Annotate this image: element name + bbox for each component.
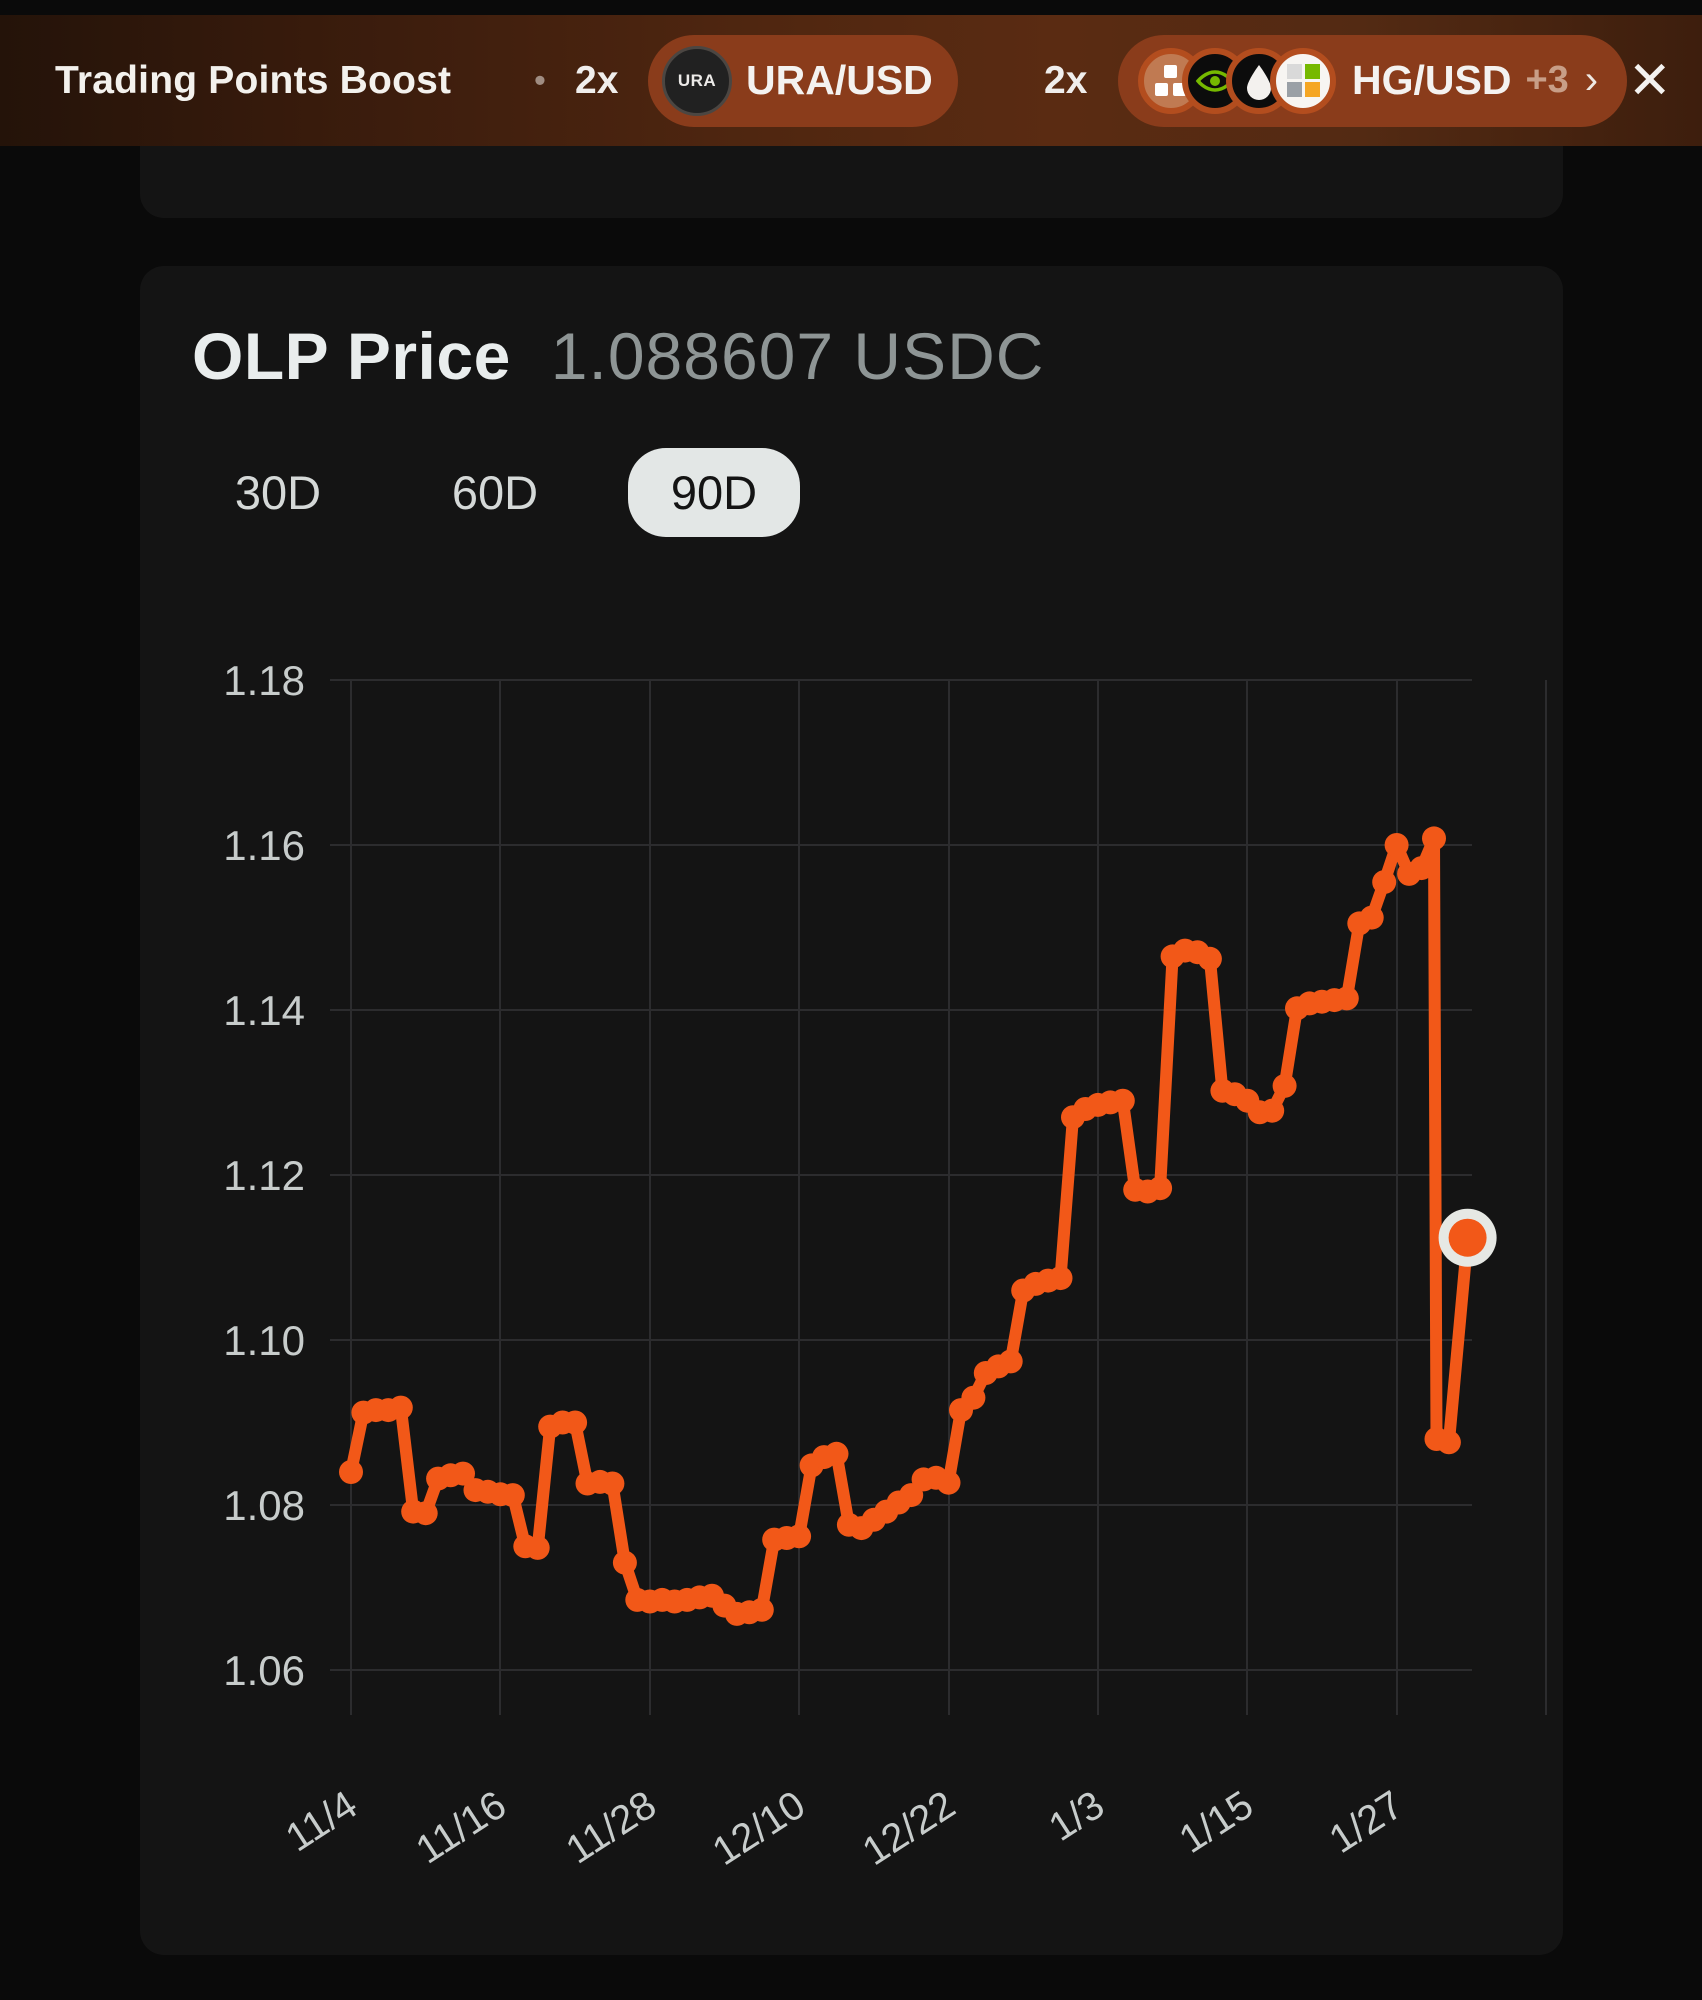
y-tick-label: 1.08 bbox=[223, 1482, 305, 1529]
data-point bbox=[413, 1501, 438, 1526]
data-point bbox=[749, 1597, 774, 1622]
x-tick-label: 12/10 bbox=[705, 1783, 813, 1874]
latest-point-marker[interactable] bbox=[1448, 1218, 1487, 1257]
price-chart-area[interactable]: 1.18 1.16 1.14 1.12 1.10 1.08 1.06 11/4 11/16 11/… bbox=[140, 266, 1563, 1955]
range-button-30d[interactable]: 30D bbox=[218, 448, 338, 537]
data-point bbox=[1148, 1176, 1173, 1201]
x-tick-label: 11/16 bbox=[408, 1783, 513, 1873]
previous-section-card-bottom bbox=[140, 146, 1563, 218]
data-point bbox=[388, 1395, 413, 1420]
data-point bbox=[1384, 833, 1409, 857]
boost1-multiplier: 2x bbox=[575, 58, 619, 102]
boost-pill-ura-usd[interactable]: URA URA/USD bbox=[648, 34, 958, 127]
range-button-90d-active[interactable]: 90D bbox=[628, 448, 800, 537]
data-point bbox=[1048, 1266, 1073, 1291]
data-point bbox=[612, 1550, 637, 1575]
close-banner-icon[interactable]: ✕ bbox=[1628, 51, 1672, 110]
y-tick-label: 1.18 bbox=[223, 657, 305, 704]
data-point bbox=[961, 1385, 986, 1410]
current-price-value: 1.088607 USDC bbox=[550, 319, 1045, 393]
data-point bbox=[525, 1535, 550, 1560]
data-point bbox=[500, 1483, 525, 1508]
data-point bbox=[1272, 1073, 1297, 1098]
trading-points-boost-banner: Trading Points Boost • 2x URA URA/USD 2x bbox=[0, 15, 1702, 146]
y-tick-label: 1.12 bbox=[223, 1152, 305, 1199]
data-point bbox=[1409, 856, 1434, 881]
y-tick-label: 1.14 bbox=[223, 987, 305, 1034]
windows-grid-coin-icon bbox=[1270, 47, 1336, 114]
data-point bbox=[451, 1461, 475, 1486]
chevron-right-icon[interactable]: › bbox=[1584, 58, 1599, 102]
x-tick-label: 1/15 bbox=[1172, 1783, 1261, 1862]
olp-price-card: OLP Price 1.088607 USDC 30D 60D 90D 1.18… bbox=[140, 266, 1563, 1955]
boost2-more-count: +3 bbox=[1525, 59, 1569, 101]
data-point bbox=[1260, 1098, 1285, 1123]
card-header: OLP Price 1.088607 USDC bbox=[192, 318, 1044, 394]
data-point bbox=[787, 1524, 812, 1549]
banner-title: Trading Points Boost bbox=[55, 58, 452, 102]
page-title: OLP Price bbox=[192, 319, 511, 393]
y-tick-label: 1.10 bbox=[223, 1317, 305, 1364]
data-point bbox=[824, 1441, 849, 1466]
boost-pill-hg-usd[interactable]: HG/USD +3 › bbox=[1118, 34, 1627, 127]
y-tick-label: 1.16 bbox=[223, 822, 305, 869]
data-point bbox=[1372, 870, 1397, 895]
data-point bbox=[1359, 905, 1384, 930]
boost1-pair-label: URA/USD bbox=[746, 57, 933, 103]
data-point bbox=[339, 1460, 363, 1484]
ura-coin-icon: URA bbox=[662, 45, 732, 116]
boost2-pair-label: HG/USD bbox=[1352, 57, 1512, 103]
separator-dot: • bbox=[534, 61, 546, 99]
data-point bbox=[1110, 1088, 1135, 1113]
data-point bbox=[998, 1349, 1023, 1374]
data-point bbox=[1436, 1430, 1461, 1455]
price-chart-svg[interactable]: 1.18 1.16 1.14 1.12 1.10 1.08 1.06 11/4 11/16 11/… bbox=[140, 266, 1563, 1955]
data-point bbox=[600, 1471, 625, 1496]
data-point bbox=[1197, 946, 1222, 971]
data-point bbox=[936, 1470, 961, 1495]
x-tick-label: 12/22 bbox=[855, 1783, 963, 1874]
range-button-60d[interactable]: 60D bbox=[435, 448, 555, 537]
data-point bbox=[1422, 826, 1446, 851]
data-point bbox=[1334, 986, 1359, 1011]
x-tick-label: 1/3 bbox=[1041, 1783, 1112, 1850]
x-tick-label: 1/27 bbox=[1322, 1783, 1411, 1862]
boost2-multiplier: 2x bbox=[1044, 58, 1088, 102]
x-tick-label: 11/28 bbox=[558, 1783, 663, 1873]
x-tick-label: 11/4 bbox=[278, 1783, 365, 1861]
y-tick-label: 1.06 bbox=[223, 1647, 305, 1694]
data-point bbox=[563, 1410, 588, 1435]
